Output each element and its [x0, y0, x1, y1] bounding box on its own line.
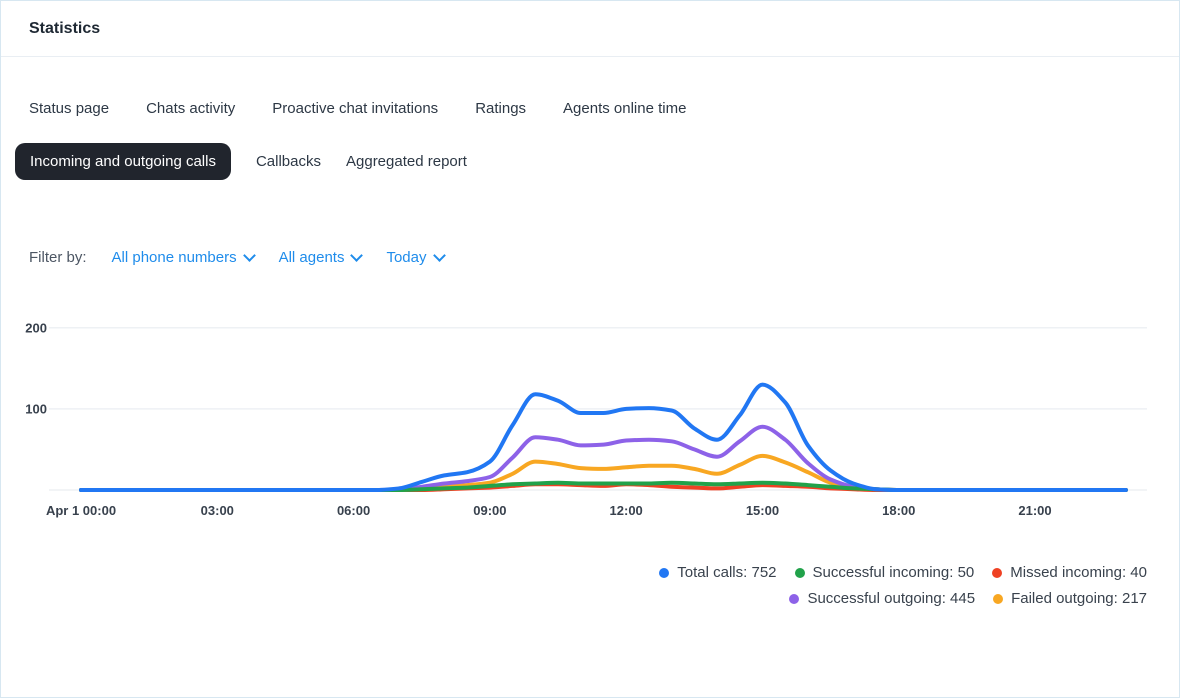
date-range-dropdown[interactable]: Today: [386, 249, 446, 266]
svg-text:12:00: 12:00: [610, 503, 643, 518]
date-range-dropdown-label: Today: [386, 249, 427, 266]
chevron-down-icon: [432, 249, 446, 262]
chevron-down-icon: [242, 249, 256, 262]
legend-item-total-calls[interactable]: Total calls: 752: [659, 564, 777, 581]
legend-label: Successful incoming: 50: [812, 564, 975, 581]
svg-text:06:00: 06:00: [337, 503, 370, 518]
tab-proactive-chat-invitations[interactable]: Proactive chat invitations: [272, 100, 439, 117]
legend-row: Successful outgoing: 445 Failed outgoing:…: [789, 590, 1147, 607]
chart-legend: Total calls: 752 Successful incoming: 50 M…: [659, 564, 1147, 607]
phone-numbers-dropdown[interactable]: All phone numbers: [111, 249, 256, 266]
tab-ratings[interactable]: Ratings: [475, 100, 527, 117]
chevron-down-icon: [350, 249, 364, 262]
svg-text:09:00: 09:00: [473, 503, 506, 518]
tab-aggregated-report[interactable]: Aggregated report: [346, 153, 467, 170]
legend-item-missed-incoming[interactable]: Missed incoming: 40: [992, 564, 1147, 581]
filter-bar: Filter by: All phone numbers All agents …: [29, 249, 446, 266]
phone-numbers-dropdown-label: All phone numbers: [111, 249, 237, 266]
svg-text:18:00: 18:00: [882, 503, 915, 518]
tab-callbacks[interactable]: Callbacks: [255, 153, 321, 170]
svg-text:Apr 1 00:00: Apr 1 00:00: [46, 503, 116, 518]
legend-label: Failed outgoing: 217: [1011, 590, 1147, 607]
legend-item-successful-incoming[interactable]: Successful incoming: 50: [794, 564, 975, 581]
series-line-total-calls: [79, 382, 1128, 492]
legend-dot-icon: [992, 567, 1003, 578]
svg-text:100: 100: [25, 401, 47, 416]
series-line-successful-outgoing: [79, 424, 1128, 492]
filter-by-label: Filter by:: [29, 249, 87, 266]
svg-text:21:00: 21:00: [1018, 503, 1051, 518]
legend-dot-icon: [993, 593, 1004, 604]
tab-agents-online-time[interactable]: Agents online time: [563, 100, 687, 117]
tab-bar-secondary: Incoming and outgoing calls Callbacks Ag…: [15, 143, 467, 180]
legend-dot-icon: [789, 593, 800, 604]
page-title: Statistics: [29, 19, 101, 37]
agents-dropdown-label: All agents: [278, 249, 345, 266]
tab-incoming-and-outgoing-calls[interactable]: Incoming and outgoing calls: [15, 143, 231, 180]
legend-dot-icon: [659, 567, 670, 578]
legend-dot-icon: [794, 567, 805, 578]
tab-chats-activity[interactable]: Chats activity: [146, 100, 236, 117]
tab-bar-primary: Status page Chats activity Proactive cha…: [29, 100, 686, 117]
tab-status-page[interactable]: Status page: [29, 100, 110, 117]
legend-item-successful-outgoing[interactable]: Successful outgoing: 445: [789, 590, 975, 607]
legend-label: Successful outgoing: 445: [807, 590, 976, 607]
legend-item-failed-outgoing[interactable]: Failed outgoing: 217: [993, 590, 1147, 607]
calls-chart-svg: 100 200 Apr 1 00:00 03:00 06:00 09:00 12:00 15:…: [25, 320, 1147, 518]
svg-text:200: 200: [25, 320, 47, 335]
svg-text:03:00: 03:00: [201, 503, 234, 518]
legend-row: Total calls: 752 Successful incoming: 50 M…: [659, 564, 1147, 581]
legend-label: Total calls: 752: [677, 564, 777, 581]
page-header: Statistics: [1, 1, 1179, 57]
calls-chart: 100 200 Apr 1 00:00 03:00 06:00 09:00 12:00 15:…: [1, 299, 1179, 534]
legend-label: Missed incoming: 40: [1010, 564, 1147, 581]
agents-dropdown[interactable]: All agents: [278, 249, 364, 266]
svg-text:15:00: 15:00: [746, 503, 779, 518]
